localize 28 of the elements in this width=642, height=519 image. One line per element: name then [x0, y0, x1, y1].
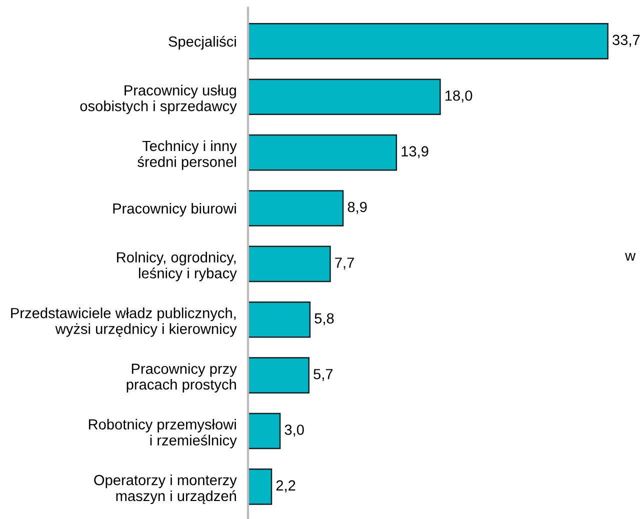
y-tick-label: Specjaliści — [168, 36, 236, 50]
data-label: 5,8 — [314, 313, 334, 326]
bar — [248, 134, 398, 171]
data-label: 18,0 — [445, 90, 472, 103]
bar — [248, 468, 272, 505]
y-tick-label: Robotnicy przemysłowi i rzemieślnicy — [88, 418, 237, 448]
data-label: 8,9 — [348, 202, 367, 214]
text: w — [625, 252, 636, 261]
y-tick-label: Przedstawiciele władz publicznych, wyżsi urzędnicy i kierownicy — [11, 308, 237, 337]
data-label: 3,0 — [284, 424, 304, 437]
data-label: 33,7 — [612, 34, 640, 47]
bar — [248, 23, 608, 60]
data-label: 13,9 — [402, 146, 428, 158]
y-tick-label: Technicy i inny średni personel — [138, 140, 237, 170]
data-label: 5,7 — [314, 369, 333, 381]
data-label: 2,2 — [276, 480, 296, 492]
bar — [248, 357, 310, 394]
y-tick-label: Pracownicy biurowi — [113, 202, 236, 217]
bar — [248, 246, 331, 282]
bar — [248, 190, 344, 226]
y-tick-label: Operatorzy i monterzy maszyn i urządzeń — [94, 474, 237, 504]
bar — [248, 412, 281, 450]
y-tick-label: Pracownicy usług osobistych i sprzedawcy — [80, 84, 237, 114]
y-tick-label: Rolnicy, ogrodnicy, leśnicy i rybacy — [117, 252, 237, 282]
data-label: 7,7 — [335, 258, 354, 270]
y-tick-label: Pracownicy przy pracach prostych — [126, 363, 237, 393]
bar — [248, 301, 311, 338]
bar — [248, 78, 441, 116]
